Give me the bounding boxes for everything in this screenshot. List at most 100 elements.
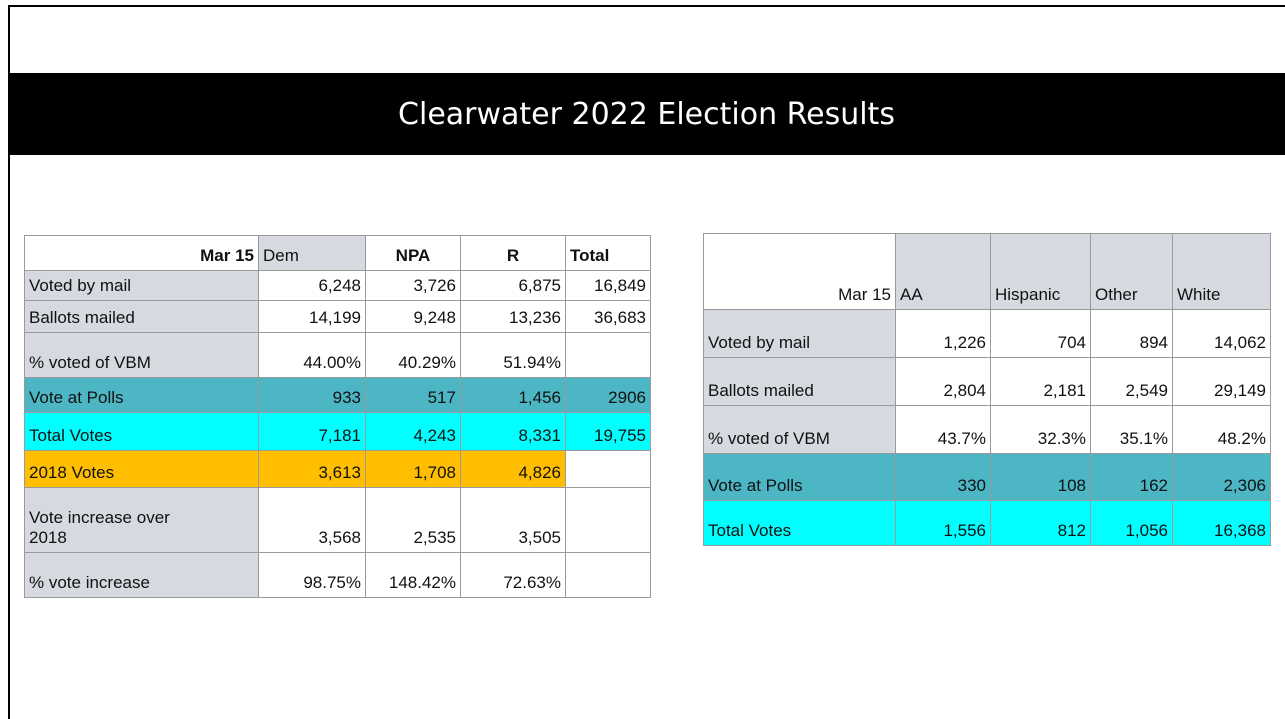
cell-value: 3,613 <box>318 463 361 482</box>
cell-value: 162 <box>1139 476 1168 495</box>
table-row: Mar 15 Dem NPA R Total <box>24 235 651 271</box>
table-row: Voted by mail 1,226 704 894 14,062 <box>703 309 1271 358</box>
table-cell: % vote increase <box>24 552 259 598</box>
table-cell: 2,535 <box>365 487 461 553</box>
table-cell: 14,062 <box>1172 309 1271 358</box>
table-cell: NPA <box>365 235 461 271</box>
table-cell: 48.2% <box>1172 405 1271 454</box>
table-cell: 3,505 <box>460 487 566 553</box>
row-label: Vote at Polls <box>708 476 803 495</box>
cell-value: 1,056 <box>1125 521 1168 540</box>
cell-value: 16,849 <box>594 276 646 295</box>
table-cell: Mar 15 <box>703 233 896 310</box>
table-cell: 4,243 <box>365 412 461 451</box>
cell-value: 2,306 <box>1223 476 1266 495</box>
cell-value: NPA <box>395 246 431 265</box>
table-cell: 40.29% <box>365 332 461 378</box>
cell-value: 14,199 <box>309 308 361 327</box>
table-row: Vote increase over 2018 3,568 2,535 3,505 <box>24 487 651 553</box>
row-label: Ballots mailed <box>29 308 135 327</box>
table-row: Vote at Polls 933 517 1,456 2906 <box>24 377 651 413</box>
cell-value: 894 <box>1139 333 1168 352</box>
cell-value: 16,368 <box>1214 521 1266 540</box>
cell-value: 4,826 <box>518 463 561 482</box>
table-row: Ballots mailed 14,199 9,248 13,236 36,683 <box>24 300 651 333</box>
table-cell: 1,456 <box>460 377 566 413</box>
cell-value: 4,243 <box>413 426 456 445</box>
row-label: Ballots mailed <box>708 381 814 400</box>
cell-value: 13,236 <box>509 308 561 327</box>
cell-value: 44.00% <box>303 353 361 372</box>
cell-value: White <box>1177 285 1221 304</box>
cell-value: 43.7% <box>937 429 986 448</box>
table-cell: Total Votes <box>24 412 259 451</box>
cell-value: 36,683 <box>594 308 646 327</box>
cell-value: 48.2% <box>1217 429 1266 448</box>
cell-value: 14,062 <box>1214 333 1266 352</box>
row-label: Vote at Polls <box>29 388 124 407</box>
table-cell: 3,613 <box>258 450 366 488</box>
table-cell: 1,556 <box>895 500 991 546</box>
table-cell: 517 <box>365 377 461 413</box>
table-cell: 44.00% <box>258 332 366 378</box>
table-cell: 3,726 <box>365 270 461 301</box>
title: Clearwater 2022 Election Results <box>398 96 895 132</box>
cell-value: 2,804 <box>943 381 986 400</box>
row-label: % voted of VBM <box>29 353 151 372</box>
table-cell: 4,826 <box>460 450 566 488</box>
table-cell: 6,875 <box>460 270 566 301</box>
table-cell: 2,306 <box>1172 453 1271 501</box>
cell-value: 19,755 <box>594 426 646 445</box>
table-cell: 19,755 <box>565 412 651 451</box>
cell-value: Total <box>570 246 610 265</box>
table-cell: 2018 Votes <box>24 450 259 488</box>
table-cell: White <box>1172 233 1271 310</box>
table-cell: 2,549 <box>1090 357 1173 406</box>
table-cell: 108 <box>990 453 1091 501</box>
table-row: Total Votes 7,181 4,243 8,331 19,755 <box>24 412 651 451</box>
cell-value: 32.3% <box>1037 429 1086 448</box>
row-label: Total Votes <box>29 426 113 445</box>
table-cell: 32.3% <box>990 405 1091 454</box>
row-label: Mar 15 <box>838 285 891 304</box>
table-cell: 6,248 <box>258 270 366 301</box>
table-cell: 812 <box>990 500 1091 546</box>
cell-value: 933 <box>332 388 361 407</box>
table-row: Vote at Polls 330 108 162 2,306 <box>703 453 1271 501</box>
cell-value: 330 <box>957 476 986 495</box>
table-cell: 933 <box>258 377 366 413</box>
row-label: Voted by mail <box>708 333 811 352</box>
row-label: Mar 15 <box>200 246 254 265</box>
table-cell: Total <box>565 235 651 271</box>
cell-value: 1,456 <box>518 388 561 407</box>
cell-value: 29,149 <box>1214 381 1266 400</box>
table-cell: 8,331 <box>460 412 566 451</box>
cell-value: 148.42% <box>388 573 456 592</box>
table-cell: Dem <box>258 235 366 271</box>
cell-value: 812 <box>1057 521 1086 540</box>
title-bar: Clearwater 2022 Election Results <box>8 73 1285 155</box>
table-cell: Vote increase over 2018 <box>24 487 259 553</box>
table-cell: 51.94% <box>460 332 566 378</box>
table-cell: Total Votes <box>703 500 896 546</box>
table-cell: 36,683 <box>565 300 651 333</box>
empty-cell <box>565 450 651 488</box>
cell-value: 3,505 <box>518 528 561 547</box>
slide-frame <box>8 5 1285 719</box>
table-cell: Vote at Polls <box>24 377 259 413</box>
table-cell: 13,236 <box>460 300 566 333</box>
cell-value: 3,568 <box>318 528 361 547</box>
cell-value: 2906 <box>608 388 646 407</box>
empty-cell <box>565 552 651 598</box>
table-cell: 7,181 <box>258 412 366 451</box>
table-row: Voted by mail 6,248 3,726 6,875 16,849 <box>24 270 651 301</box>
cell-value: 1,226 <box>943 333 986 352</box>
row-label: 2018 Votes <box>29 463 115 482</box>
table-cell: Voted by mail <box>24 270 259 301</box>
cell-value: R <box>506 246 520 265</box>
cell-value: 108 <box>1057 476 1086 495</box>
table-cell: 330 <box>895 453 991 501</box>
table-cell: 16,849 <box>565 270 651 301</box>
table-cell: Vote at Polls <box>703 453 896 501</box>
